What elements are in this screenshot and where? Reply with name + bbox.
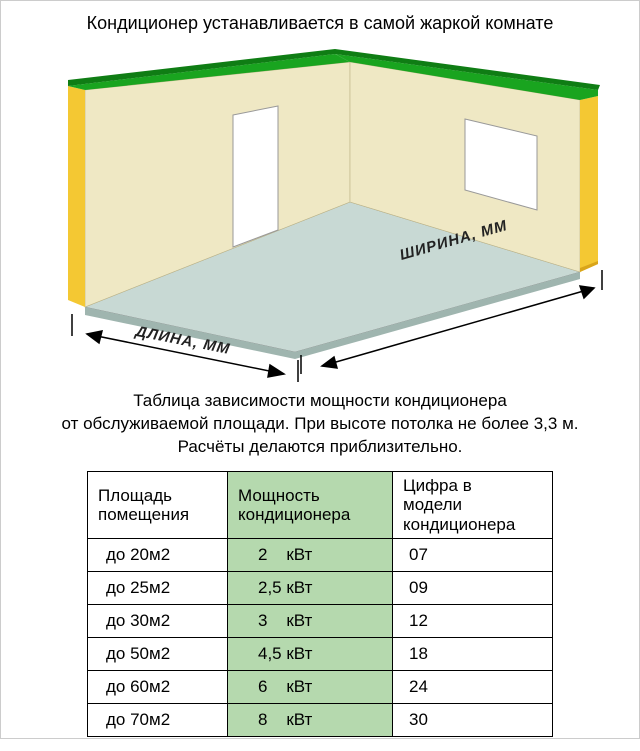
cell-model: 12	[393, 605, 553, 638]
cell-model: 07	[393, 539, 553, 572]
cell-model: 18	[393, 638, 553, 671]
col-header-model: Цифра вмоделикондиционера	[393, 471, 553, 539]
door-opening	[233, 106, 278, 247]
cell-area: до 50м2	[88, 638, 228, 671]
table-row: до 25м22,5 кВт09	[88, 572, 553, 605]
cell-model: 09	[393, 572, 553, 605]
table-row: до 60м26 кВт24	[88, 671, 553, 704]
cell-area: до 30м2	[88, 605, 228, 638]
room-diagram: ШИРИНА, ММ ДЛИНА, ММ	[20, 42, 620, 382]
cell-power: 8 кВт	[228, 704, 393, 737]
cell-power: 4,5 кВт	[228, 638, 393, 671]
cell-model: 24	[393, 671, 553, 704]
cell-power: 3 кВт	[228, 605, 393, 638]
table-row: до 20м22 кВт07	[88, 539, 553, 572]
cell-area: до 25м2	[88, 572, 228, 605]
page-title: Кондиционер устанавливается в самой жарк…	[1, 1, 639, 42]
wall-left-outer	[68, 86, 85, 307]
wall-right-outer	[580, 96, 598, 272]
caption-line2: от обслуживаемой площади. При высоте пот…	[61, 414, 578, 433]
cell-area: до 20м2	[88, 539, 228, 572]
cell-model: 30	[393, 704, 553, 737]
table-row: до 50м24,5 кВт18	[88, 638, 553, 671]
table-row: до 70м28 кВт30	[88, 704, 553, 737]
cell-power: 2 кВт	[228, 539, 393, 572]
caption-line1: Таблица зависимости мощности кондиционер…	[133, 391, 507, 410]
caption-line3: Расчёты делаются приблизительно.	[178, 437, 463, 456]
col-header-area: Площадьпомещения	[88, 471, 228, 539]
cell-area: до 70м2	[88, 704, 228, 737]
cell-power: 2,5 кВт	[228, 572, 393, 605]
cell-power: 6 кВт	[228, 671, 393, 704]
power-table: Площадьпомещения Мощностькондиционера Ци…	[87, 471, 553, 738]
room-svg	[20, 42, 620, 382]
col-header-power: Мощностькондиционера	[228, 471, 393, 539]
table-header-row: Площадьпомещения Мощностькондиционера Ци…	[88, 471, 553, 539]
table-row: до 30м23 кВт12	[88, 605, 553, 638]
cell-area: до 60м2	[88, 671, 228, 704]
table-caption: Таблица зависимости мощности кондиционер…	[1, 382, 639, 471]
